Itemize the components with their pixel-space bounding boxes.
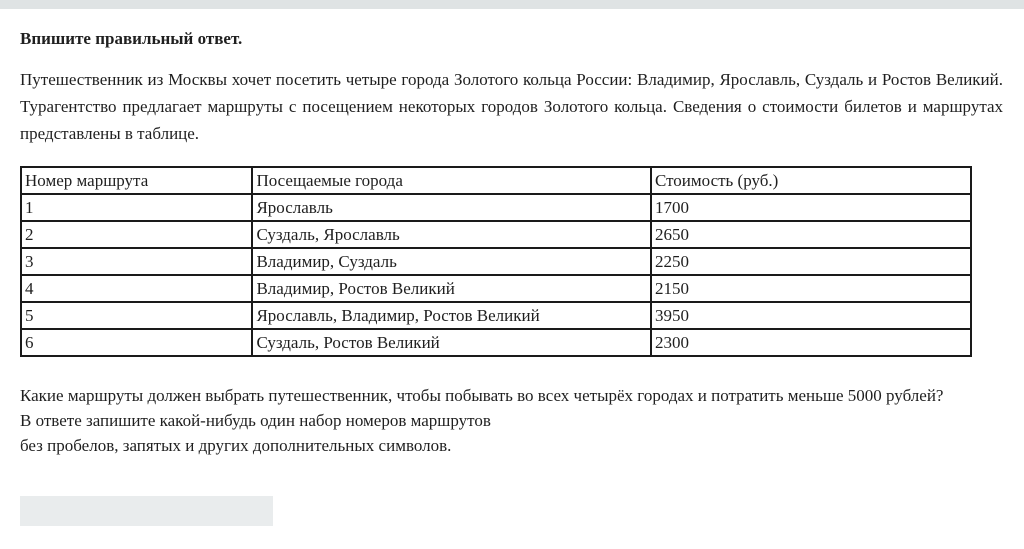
cell-cost: 2300 — [649, 328, 973, 357]
cell-route-number: 1 — [19, 193, 254, 222]
cell-cost: 2150 — [649, 274, 973, 303]
cell-cities: Суздаль, Ростов Великий — [251, 328, 652, 357]
table-row: 2 Суздаль, Ярославль 2650 — [19, 220, 973, 249]
routes-table: Номер маршрута Посещаемые города Стоимос… — [19, 166, 973, 357]
cell-route-number: 3 — [19, 247, 254, 276]
content: Впишите правильный ответ. Путешественник… — [0, 28, 1024, 526]
answer-input[interactable] — [20, 496, 273, 526]
cell-cost: 3950 — [649, 301, 973, 330]
question-line-2: В ответе запишите какой-нибудь один набо… — [20, 411, 491, 430]
cell-route-number: 4 — [19, 274, 254, 303]
question-block: Какие маршруты должен выбрать путешестве… — [20, 383, 1003, 458]
cell-route-number: 2 — [19, 220, 254, 249]
table-row: 1 Ярославль 1700 — [19, 193, 973, 222]
cell-cities: Владимир, Ростов Великий — [251, 274, 652, 303]
cell-cost: 1700 — [649, 193, 973, 222]
top-bar — [0, 0, 1024, 9]
question-line-1: Какие маршруты должен выбрать путешестве… — [20, 386, 944, 405]
cell-cities: Владимир, Суздаль — [251, 247, 652, 276]
col-header-route-number: Номер маршрута — [19, 166, 254, 195]
col-header-cities: Посещаемые города — [251, 166, 652, 195]
table-row: 3 Владимир, Суздаль 2250 — [19, 247, 973, 276]
cell-cost: 2650 — [649, 220, 973, 249]
intro-paragraph: Путешественник из Москвы хочет посетить … — [20, 70, 1003, 143]
table-row: 6 Суздаль, Ростов Великий 2300 — [19, 328, 973, 357]
question-line-3: без пробелов, запятых и других дополните… — [20, 436, 452, 455]
cell-cities: Ярославль — [251, 193, 652, 222]
cell-route-number: 5 — [19, 301, 254, 330]
table-header-row: Номер маршрута Посещаемые города Стоимос… — [19, 166, 973, 195]
cell-cities: Ярославль, Владимир, Ростов Великий — [251, 301, 652, 330]
table-row: 4 Владимир, Ростов Великий 2150 — [19, 274, 973, 303]
table-row: 5 Ярославль, Владимир, Ростов Великий 39… — [19, 301, 973, 330]
cell-cities: Суздаль, Ярославль — [251, 220, 652, 249]
col-header-cost: Стоимость (руб.) — [649, 166, 973, 195]
page-title: Впишите правильный ответ. — [20, 29, 243, 48]
cell-route-number: 6 — [19, 328, 254, 357]
cell-cost: 2250 — [649, 247, 973, 276]
